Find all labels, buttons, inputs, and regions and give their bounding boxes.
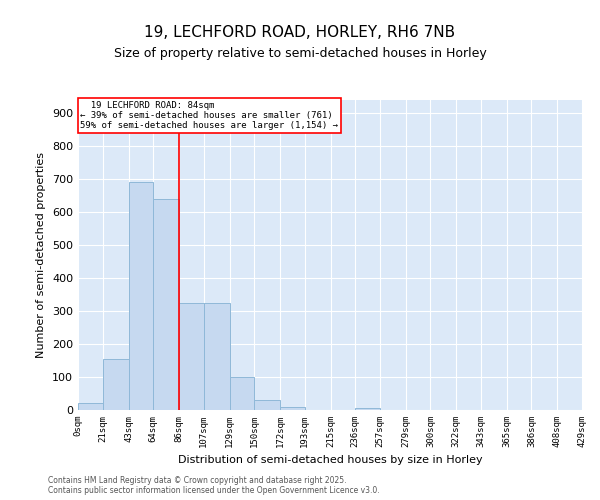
Bar — [153, 199, 179, 410]
Text: 19, LECHFORD ROAD, HORLEY, RH6 7NB: 19, LECHFORD ROAD, HORLEY, RH6 7NB — [145, 25, 455, 40]
Bar — [204, 303, 230, 410]
Y-axis label: Number of semi-detached properties: Number of semi-detached properties — [37, 152, 46, 358]
Bar — [254, 400, 280, 410]
Bar — [179, 303, 204, 410]
Bar — [280, 406, 305, 410]
Bar — [78, 404, 103, 410]
Bar — [103, 359, 128, 410]
Bar — [230, 377, 254, 410]
X-axis label: Distribution of semi-detached houses by size in Horley: Distribution of semi-detached houses by … — [178, 456, 482, 466]
Bar — [355, 408, 380, 410]
Text: 19 LECHFORD ROAD: 84sqm
← 39% of semi-detached houses are smaller (761)
59% of s: 19 LECHFORD ROAD: 84sqm ← 39% of semi-de… — [80, 100, 338, 130]
Text: Contains HM Land Registry data © Crown copyright and database right 2025.
Contai: Contains HM Land Registry data © Crown c… — [48, 476, 380, 495]
Bar — [128, 182, 153, 410]
Text: Size of property relative to semi-detached houses in Horley: Size of property relative to semi-detach… — [113, 48, 487, 60]
